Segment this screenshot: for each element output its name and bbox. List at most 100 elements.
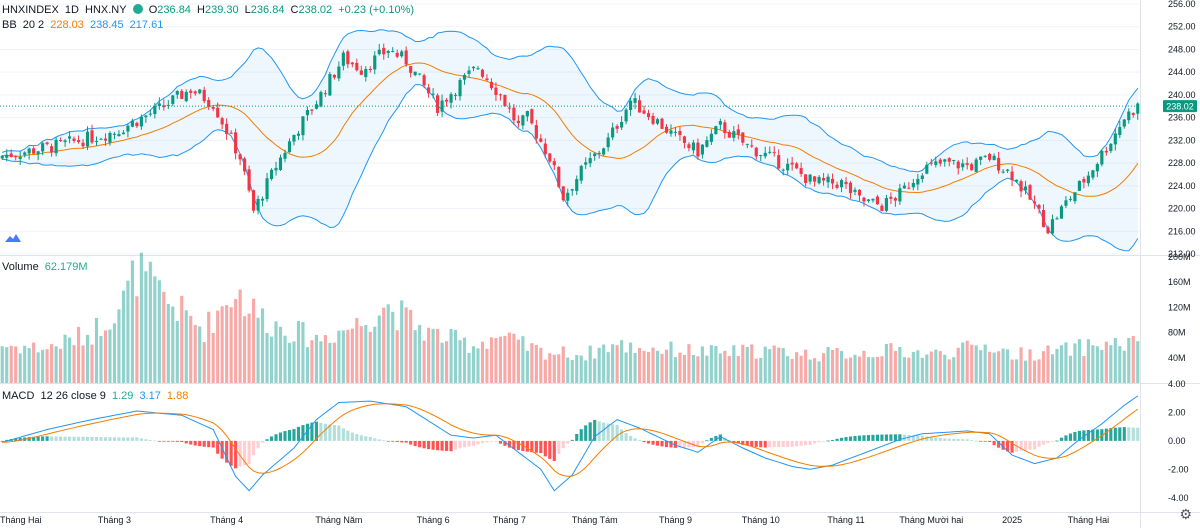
candle-body (489, 81, 494, 89)
macd-tick-label: 2.00 (1168, 407, 1186, 417)
price-tick-label: 224.00 (1168, 181, 1196, 191)
price-tick-label: 228.00 (1168, 158, 1196, 168)
volume-bar (121, 290, 125, 383)
volume-bar (27, 348, 31, 383)
volume-bar (611, 344, 615, 383)
volume-bar (754, 358, 758, 383)
volume-bar (81, 345, 85, 383)
volume-bar (373, 326, 377, 383)
volume-bar (436, 328, 440, 383)
volume-bar (350, 328, 354, 383)
volume-bar (669, 341, 673, 383)
volume-bar (211, 333, 215, 383)
macd-histogram-bar (997, 440, 1001, 448)
macd-histogram-bar (1131, 427, 1135, 441)
candle-body (1006, 169, 1010, 171)
macd-histogram-bar (934, 437, 938, 441)
macd-histogram-bar (485, 440, 489, 443)
time-axis-label: 2025 (1002, 515, 1022, 525)
macd-histogram-bar (175, 440, 179, 442)
volume-bar (341, 330, 345, 383)
candle-body (90, 130, 94, 143)
macd-legend[interactable]: MACD 12 26 close 9 1.29 3.17 1.88 (2, 389, 191, 403)
macd-histogram-bar (400, 440, 404, 443)
volume-bar (189, 315, 193, 383)
macd-histogram-bar (844, 437, 848, 441)
candle-body (498, 94, 503, 96)
macd-histogram-bar (880, 434, 884, 441)
bb-legend[interactable]: BB 20 2 228.03 238.45 217.61 (2, 18, 166, 32)
macd-tick-label: 0.00 (1168, 436, 1186, 446)
price-tick-label: 220.00 (1168, 204, 1196, 214)
volume-bar (1046, 345, 1050, 383)
macd-histogram-bar (193, 440, 197, 446)
symbol-legend[interactable]: HNXINDEX 1D HNX.NY O236.84 H239.30 L236.… (2, 3, 417, 17)
macd-histogram-bar (777, 440, 781, 448)
volume-legend[interactable]: Volume 62.179M (2, 260, 91, 274)
volume-bar (503, 335, 507, 383)
candle-body (1109, 143, 1113, 152)
candle-body (121, 132, 125, 135)
volume-bar (934, 349, 938, 383)
macd-histogram-bar (395, 440, 399, 442)
candle-body (943, 159, 947, 162)
candle-body (830, 178, 835, 184)
macd-histogram-bar (705, 440, 709, 442)
macd-line (2, 395, 1139, 492)
candle-body (130, 120, 134, 127)
volume-bar (543, 359, 547, 383)
macd-histogram-bar (561, 440, 565, 449)
candle-body (934, 161, 938, 165)
volume-bar (678, 352, 682, 383)
candle-body (175, 91, 179, 95)
volume-bar (615, 345, 619, 383)
candle-body (269, 169, 274, 180)
time-axis-label: Tháng Hai (0, 515, 42, 525)
macd-histogram-bar (983, 440, 987, 442)
macd-histogram-bar (328, 424, 332, 441)
macd-histogram-bar (1064, 435, 1068, 441)
volume-bar (709, 345, 713, 383)
volume-bar (269, 336, 274, 383)
macd-histogram-bar (1136, 427, 1140, 441)
settings-gear-icon[interactable]: ⚙ (1179, 506, 1192, 522)
macd-histogram-bar (1046, 440, 1050, 443)
volume-bar (1023, 360, 1028, 383)
volume-bar (1122, 350, 1126, 383)
candle-body (907, 187, 911, 189)
bb-basis-line (2, 62, 1139, 197)
macd-histogram-bar (637, 440, 642, 442)
macd-histogram-bar (804, 440, 808, 446)
macd-histogram-bar (283, 431, 287, 441)
candle-body (696, 142, 700, 157)
candle-body (655, 119, 660, 124)
macd-histogram-bar (974, 440, 978, 442)
macd-histogram-bar (907, 435, 911, 441)
tradingview-logo-icon[interactable] (4, 232, 22, 244)
candle-body (925, 164, 929, 174)
macd-histogram-bar (278, 432, 283, 441)
macd-histogram-bar (830, 439, 835, 441)
volume-bar (99, 336, 103, 383)
candlestick-series (0, 43, 1140, 236)
volume-bar (736, 355, 740, 383)
volume-bar (274, 321, 278, 383)
candle-body (355, 62, 359, 71)
candle-body (768, 151, 772, 153)
candle-body (786, 163, 790, 171)
volume-bar (225, 305, 229, 383)
candle-body (1073, 192, 1077, 202)
macd-histogram-bar (700, 440, 704, 444)
volume-bar (220, 306, 224, 383)
macd-histogram-bar (916, 435, 920, 441)
candle-body (41, 143, 45, 152)
candle-body (561, 186, 565, 201)
volume-bar (763, 346, 767, 383)
volume-bar (296, 320, 301, 383)
candle-body (530, 109, 534, 124)
macd-histogram-bar (709, 437, 713, 441)
volume-bar (144, 271, 148, 383)
volume-bar (23, 345, 27, 383)
candle-body (543, 143, 547, 155)
